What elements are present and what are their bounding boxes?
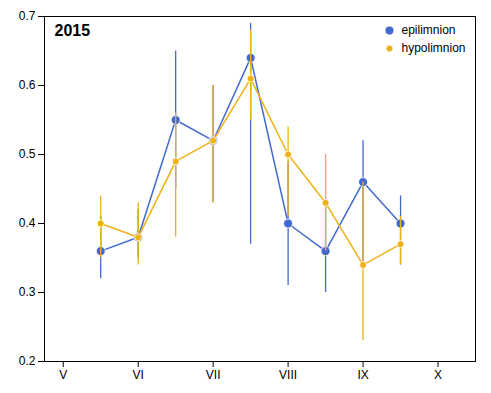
svg-text:VI: VI (133, 368, 144, 382)
svg-text:0.7: 0.7 (19, 9, 36, 23)
svg-text:VII: VII (206, 368, 221, 382)
svg-text:0.4: 0.4 (19, 216, 36, 230)
svg-text:epilimnion: epilimnion (402, 23, 456, 37)
svg-text:X: X (434, 368, 442, 382)
svg-text:V: V (59, 368, 67, 382)
svg-text:0.5: 0.5 (19, 147, 36, 161)
svg-text:0.3: 0.3 (19, 285, 36, 299)
svg-text:0.6: 0.6 (19, 78, 36, 92)
svg-text:0.2: 0.2 (19, 354, 36, 368)
svg-text:hypolimnion: hypolimnion (402, 41, 466, 55)
svg-text:2015: 2015 (55, 22, 91, 39)
svg-text:VIII: VIII (279, 368, 297, 382)
svg-text:IX: IX (357, 368, 368, 382)
